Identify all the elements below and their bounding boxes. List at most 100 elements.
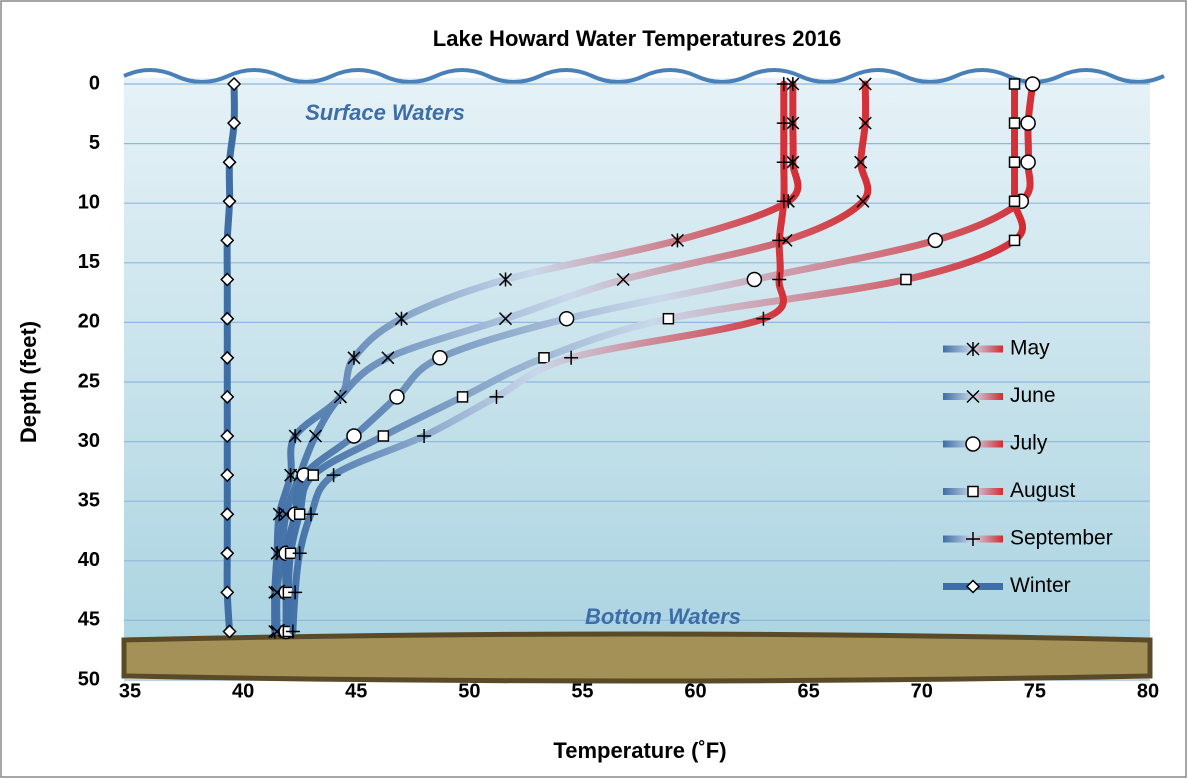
marker xyxy=(347,350,361,365)
marker xyxy=(776,116,791,131)
marker xyxy=(498,272,513,287)
series xyxy=(285,77,791,639)
marker xyxy=(776,77,791,91)
marker xyxy=(776,194,791,209)
marker xyxy=(1008,234,1021,247)
series-line xyxy=(284,80,1026,635)
marker xyxy=(854,155,868,169)
legend-marker xyxy=(966,342,980,356)
marker xyxy=(333,390,347,404)
y-tick-label: 20 xyxy=(78,311,100,333)
marker xyxy=(292,546,307,561)
x-tick-label: 35 xyxy=(119,680,141,702)
marker xyxy=(220,428,235,444)
annotation: Surface Waters xyxy=(305,100,465,125)
marker xyxy=(307,469,319,481)
x-tick-label: 65 xyxy=(798,680,820,702)
y-tick-label: 15 xyxy=(78,251,100,273)
legend-label: June xyxy=(1010,384,1056,407)
marker xyxy=(285,624,300,639)
marker xyxy=(220,233,235,248)
marker xyxy=(308,429,323,443)
marker xyxy=(377,430,390,442)
marker xyxy=(432,350,448,366)
marker xyxy=(1020,115,1036,131)
series xyxy=(220,76,242,639)
marker xyxy=(220,507,235,522)
legend-marker xyxy=(966,389,980,404)
legend-item: August xyxy=(943,479,1076,502)
marker xyxy=(220,350,235,365)
marker xyxy=(381,351,395,365)
marker xyxy=(222,155,237,170)
marker xyxy=(786,116,800,131)
marker xyxy=(489,389,504,404)
x-tick-label: 40 xyxy=(232,680,254,702)
marker xyxy=(858,77,872,91)
y-tick-label: 40 xyxy=(78,549,100,571)
x-tick-label: 70 xyxy=(911,680,933,702)
marker xyxy=(856,194,870,208)
legend-marker xyxy=(965,579,981,594)
legend-marker xyxy=(965,436,981,452)
marker xyxy=(288,428,302,443)
marker xyxy=(858,116,872,130)
marker xyxy=(220,272,235,287)
y-tick-label: 5 xyxy=(89,132,100,154)
x-tick-label: 80 xyxy=(1137,680,1159,702)
marker xyxy=(326,468,341,483)
chart-title: Lake Howard Water Temperatures 2016 xyxy=(433,26,841,51)
marker xyxy=(498,312,513,326)
legend-marker xyxy=(967,485,979,498)
marker xyxy=(346,428,362,444)
marker xyxy=(1020,154,1036,170)
y-tick-label: 35 xyxy=(78,489,100,511)
marker xyxy=(756,311,771,326)
marker xyxy=(389,389,405,405)
legend-label: July xyxy=(1010,432,1048,455)
marker xyxy=(746,271,763,288)
marker xyxy=(417,428,432,443)
marker xyxy=(564,350,579,365)
marker xyxy=(1008,195,1021,208)
marker xyxy=(220,468,235,483)
marker xyxy=(786,77,800,91)
marker xyxy=(293,508,306,520)
marker xyxy=(222,624,237,639)
marker xyxy=(616,272,630,287)
marker xyxy=(1008,117,1021,129)
marker xyxy=(227,116,242,131)
legend-item: July xyxy=(943,432,1048,455)
y-tick-label: 10 xyxy=(78,191,100,213)
marker xyxy=(786,155,800,170)
marker xyxy=(288,585,303,600)
marker xyxy=(303,507,318,522)
y-axis-label: Depth (feet) xyxy=(16,321,41,443)
series-line xyxy=(273,80,872,635)
marker xyxy=(1024,76,1041,92)
marker xyxy=(456,391,469,403)
marker xyxy=(1008,156,1021,168)
marker xyxy=(927,232,944,249)
y-tick-label: 45 xyxy=(78,609,100,631)
marker xyxy=(220,585,235,600)
x-tick-label: 50 xyxy=(458,680,480,702)
legend-label: Winter xyxy=(1010,574,1071,597)
legend-label: May xyxy=(1010,337,1050,360)
y-tick-label: 50 xyxy=(78,668,100,690)
legend-marker xyxy=(966,532,980,546)
marker xyxy=(670,233,684,248)
marker xyxy=(222,194,237,209)
marker xyxy=(220,311,235,326)
legend-item: Winter xyxy=(943,574,1071,597)
y-tick-label: 30 xyxy=(78,430,100,452)
marker xyxy=(220,389,235,404)
legend-label: August xyxy=(1010,479,1076,502)
marker xyxy=(662,312,675,325)
series-line xyxy=(281,80,1037,635)
marker xyxy=(776,155,791,170)
x-tick-label: 55 xyxy=(571,680,593,702)
y-tick-label: 0 xyxy=(89,72,100,94)
x-tick-label: 45 xyxy=(345,680,367,702)
